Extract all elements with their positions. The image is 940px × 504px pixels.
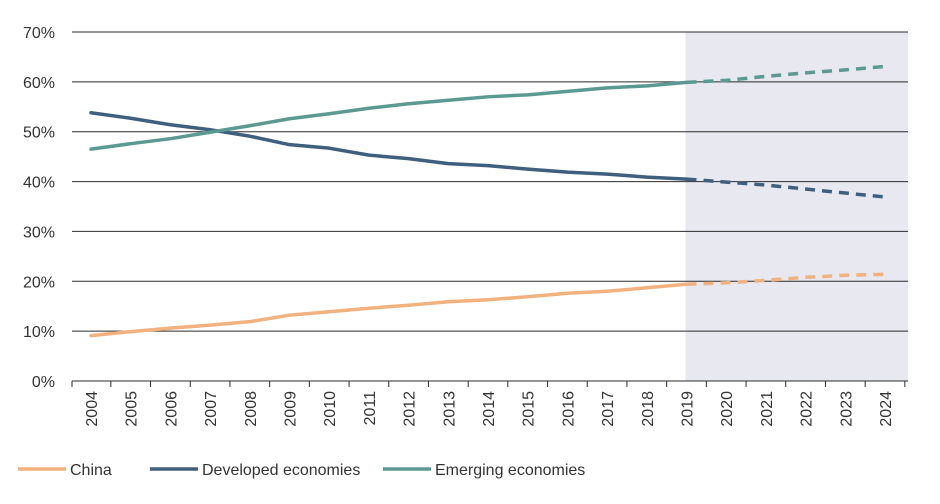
x-tick-label: 2024 [878, 391, 895, 427]
series-line-emerging-economies [89, 80, 689, 151]
x-tick-label: 2018 [640, 391, 657, 427]
series-line-developed-economies [89, 111, 689, 181]
x-tick-label: 2008 [243, 391, 260, 427]
series-lines [89, 64, 886, 338]
x-tick-label: 2011 [362, 391, 379, 426]
y-tick-label: 10% [23, 324, 55, 341]
forecast-shaded-region [685, 32, 908, 381]
y-tick-labels: 0% 10% 20% 30% 40% 50% 60% 70% [23, 25, 55, 391]
x-tick-label: 2019 [680, 391, 697, 427]
legend-label-china: China [70, 462, 112, 479]
legend: China Developed economies Emerging economi… [18, 462, 585, 479]
forecast-shade-rect [685, 32, 908, 381]
x-tick-label: 2020 [719, 391, 736, 427]
x-tick-label: 2005 [124, 391, 141, 427]
x-tick-label: 2014 [481, 391, 498, 427]
x-tick-label: 2007 [203, 391, 220, 427]
x-tick-label: 2006 [163, 391, 180, 427]
y-tick-label: 40% [23, 175, 55, 192]
x-tick-label: 2023 [838, 391, 855, 427]
x-tick-label: 2012 [402, 391, 419, 427]
y-tick-label: 0% [32, 374, 55, 391]
x-tick-label: 2009 [283, 391, 300, 427]
x-tick-label: 2021 [759, 391, 776, 427]
x-tick-label: 2022 [799, 391, 816, 427]
y-tick-label: 50% [23, 125, 55, 142]
x-tick-labels: 2004 2005 2006 2007 2008 2009 2010 2011 2012 2013… [84, 391, 895, 427]
legend-label-emerging-economies: Emerging economies [435, 462, 585, 479]
y-tick-label: 20% [23, 274, 55, 291]
y-tick-label: 60% [23, 75, 55, 92]
x-tick-label: 2016 [560, 391, 577, 427]
y-tick-label: 30% [23, 224, 55, 241]
x-tick-label: 2017 [600, 391, 617, 427]
x-tick-label: 2015 [521, 391, 538, 427]
legend-label-developed-economies: Developed economies [202, 462, 360, 479]
y-tick-label: 70% [23, 25, 55, 42]
x-axis [71, 381, 906, 387]
series-line-china [89, 282, 689, 338]
x-tick-label: 2004 [84, 391, 101, 427]
x-tick-label: 2013 [441, 391, 458, 427]
x-tick-label: 2010 [322, 391, 339, 427]
